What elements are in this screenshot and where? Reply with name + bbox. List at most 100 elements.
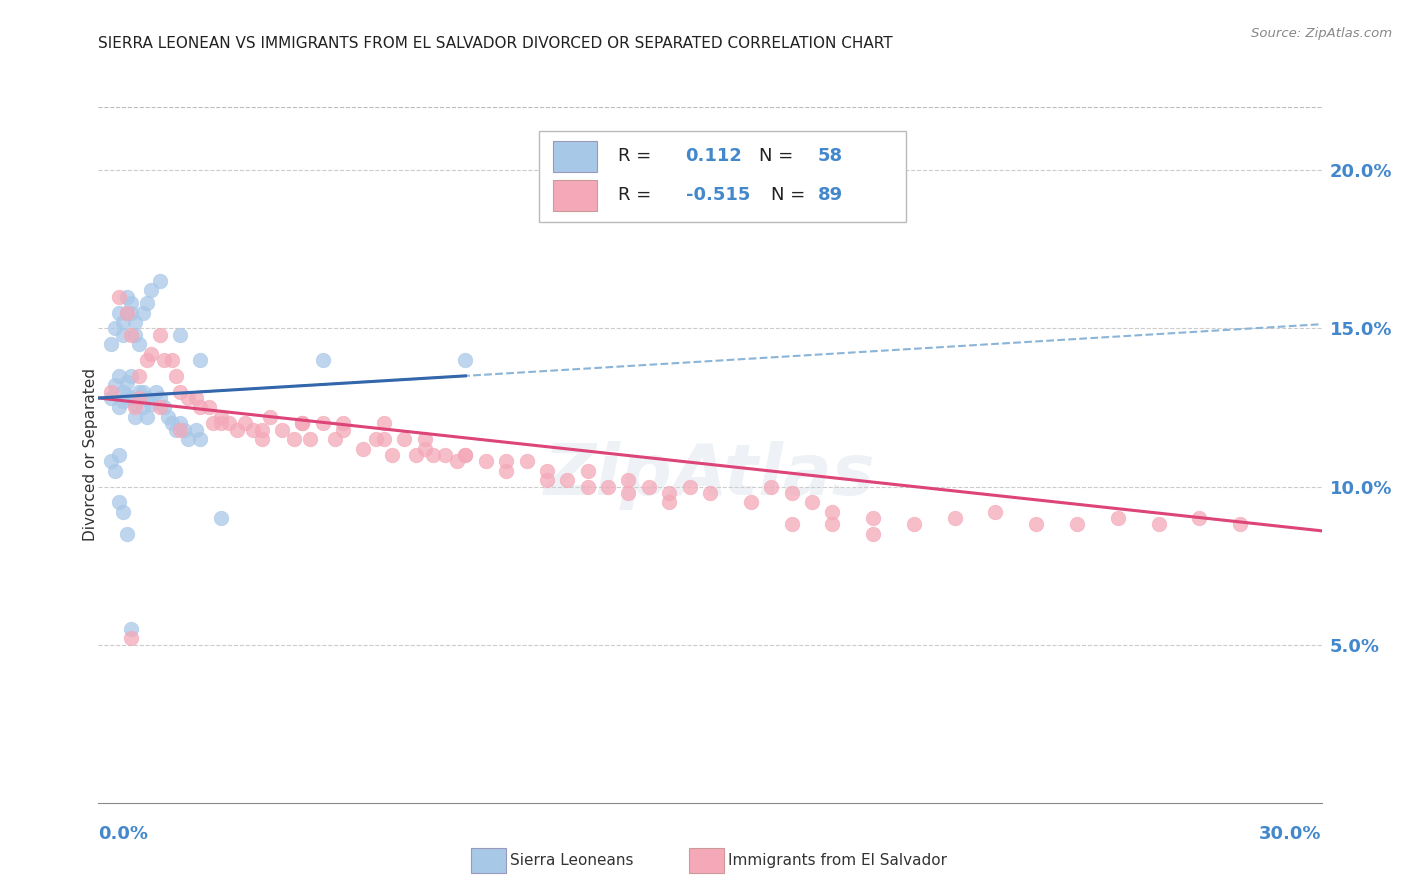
Point: [124, 397, 146, 411]
Point: [454, 353, 477, 368]
Point: [291, 417, 314, 431]
Point: [152, 401, 174, 415]
Point: [111, 505, 134, 519]
Point: [149, 391, 172, 405]
Point: [943, 511, 966, 525]
Point: [699, 486, 721, 500]
Point: [111, 394, 134, 409]
Point: [761, 479, 783, 493]
Point: [197, 401, 219, 415]
Y-axis label: Divorced or Separated: Divorced or Separated: [83, 368, 97, 541]
Point: [373, 432, 395, 446]
Point: [120, 632, 142, 646]
Point: [270, 423, 294, 437]
Point: [169, 417, 191, 431]
Point: [516, 454, 538, 468]
Point: [413, 432, 436, 446]
Point: [250, 423, 273, 437]
Point: [128, 384, 150, 399]
Point: [1025, 517, 1047, 532]
Point: [132, 305, 155, 319]
Point: [156, 409, 179, 424]
Point: [104, 464, 127, 478]
Point: [323, 432, 346, 446]
Point: [124, 409, 146, 424]
Point: [209, 511, 232, 525]
Text: N =: N =: [772, 186, 811, 204]
Point: [903, 517, 925, 532]
Point: [598, 479, 620, 493]
Text: R =: R =: [619, 186, 657, 204]
Point: [115, 375, 138, 389]
Point: [312, 353, 335, 368]
Point: [984, 505, 1007, 519]
Point: [186, 391, 208, 405]
Point: [104, 321, 127, 335]
Point: [332, 423, 354, 437]
Point: [218, 417, 240, 431]
Point: [188, 432, 212, 446]
Point: [291, 417, 314, 431]
Point: [141, 397, 163, 411]
Point: [120, 327, 142, 342]
Point: [352, 442, 374, 456]
Point: [120, 368, 142, 383]
Text: Immigrants from El Salvador: Immigrants from El Salvador: [728, 854, 948, 868]
Point: [169, 423, 191, 437]
Point: [576, 464, 599, 478]
Point: [233, 417, 256, 431]
Point: [299, 432, 322, 446]
Text: 58: 58: [818, 147, 842, 165]
Point: [111, 327, 134, 342]
Point: [801, 495, 824, 509]
Point: [173, 423, 195, 437]
Point: [536, 464, 558, 478]
Point: [242, 423, 264, 437]
Text: Sierra Leoneans: Sierra Leoneans: [510, 854, 634, 868]
Point: [495, 454, 517, 468]
Point: [141, 284, 163, 298]
Point: [495, 464, 517, 478]
Point: [312, 417, 335, 431]
Point: [100, 384, 122, 399]
Point: [128, 337, 150, 351]
Point: [136, 409, 159, 424]
Point: [226, 423, 249, 437]
Point: [124, 315, 146, 329]
Point: [132, 401, 155, 415]
Point: [152, 353, 174, 368]
Point: [658, 486, 681, 500]
Point: [165, 368, 187, 383]
Point: [111, 315, 134, 329]
Point: [169, 327, 191, 342]
Point: [405, 448, 427, 462]
Point: [100, 337, 122, 351]
Text: ZipAtlas: ZipAtlas: [544, 442, 876, 510]
Point: [186, 423, 208, 437]
Point: [124, 401, 146, 415]
Point: [132, 384, 155, 399]
Point: [658, 495, 681, 509]
Point: [474, 454, 498, 468]
Point: [115, 527, 138, 541]
Text: -0.515: -0.515: [686, 186, 749, 204]
Point: [454, 448, 477, 462]
Point: [100, 391, 122, 405]
Bar: [554, 141, 598, 172]
Point: [434, 448, 457, 462]
Point: [1107, 511, 1129, 525]
Point: [821, 517, 844, 532]
Point: [201, 417, 224, 431]
Point: [124, 327, 146, 342]
Point: [115, 388, 138, 402]
Point: [169, 384, 191, 399]
Point: [115, 290, 138, 304]
Point: [259, 409, 281, 424]
Point: [557, 473, 579, 487]
Point: [160, 417, 183, 431]
Point: [128, 368, 150, 383]
Point: [381, 448, 404, 462]
Point: [115, 305, 138, 319]
Point: [120, 391, 142, 405]
Point: [136, 353, 159, 368]
